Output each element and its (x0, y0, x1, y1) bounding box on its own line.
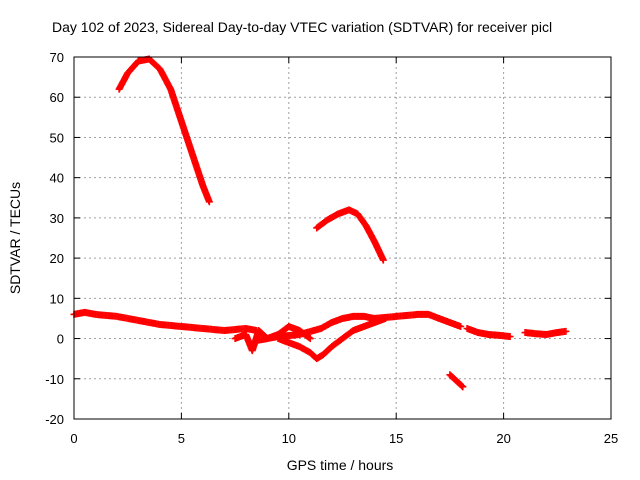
data-point (306, 335, 314, 343)
y-tick-label: 60 (50, 90, 64, 105)
y-tick-label: 10 (50, 291, 64, 306)
data-point (379, 256, 387, 264)
x-tick-label: 0 (70, 431, 77, 446)
grid (74, 57, 611, 419)
y-tick-label: 40 (50, 171, 64, 186)
data-point (458, 382, 466, 390)
data-points (70, 55, 570, 391)
x-tick-label: 15 (389, 431, 403, 446)
data-point (562, 327, 570, 335)
series-baseline-1 (70, 308, 261, 335)
y-tick-label: -10 (45, 372, 64, 387)
y-tick-label: 30 (50, 211, 64, 226)
series-late-1 (463, 325, 514, 341)
y-tick-label: 50 (50, 130, 64, 145)
series-neg-short (446, 371, 467, 391)
data-point (459, 383, 467, 391)
data-point (506, 333, 514, 341)
series-late-2 (521, 327, 570, 339)
x-tick-label: 25 (604, 431, 618, 446)
x-tick-label: 10 (282, 431, 296, 446)
y-tick-label: -20 (45, 412, 64, 427)
x-tick-label: 5 (178, 431, 185, 446)
plot-frame (73, 56, 612, 420)
x-tick-label: 20 (496, 431, 510, 446)
y-tick-label: 20 (50, 251, 64, 266)
series-arc-high-1 (115, 55, 213, 206)
series-midday (371, 310, 465, 330)
x-axis-label: GPS time / hours (287, 457, 394, 473)
series-rise-arc (253, 312, 379, 345)
y-axis-label: SDTVAR / TECUs (7, 182, 23, 294)
y-tick-label: 0 (57, 332, 64, 347)
series-arc-high-2 (313, 206, 387, 264)
y-tick-label: 70 (50, 50, 64, 65)
data-point (205, 198, 213, 206)
data-point (305, 334, 313, 342)
chart-title: Day 102 of 2023, Sidereal Day-to-day VTE… (52, 19, 552, 35)
data-point (457, 322, 465, 330)
axis-ticks: 0 5 10 15 20 25 -20 -10 0 10 20 30 40 50 60 70 (45, 50, 618, 446)
